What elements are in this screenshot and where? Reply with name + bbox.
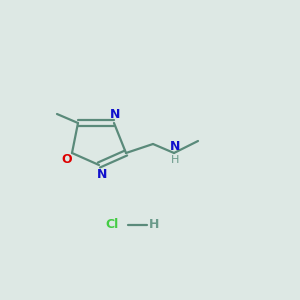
- Text: N: N: [110, 107, 121, 121]
- Text: H: H: [171, 154, 179, 165]
- Text: N: N: [170, 140, 180, 153]
- Text: N: N: [97, 167, 107, 181]
- Text: Cl: Cl: [106, 218, 119, 232]
- Text: H: H: [149, 218, 160, 232]
- Text: O: O: [61, 153, 72, 166]
